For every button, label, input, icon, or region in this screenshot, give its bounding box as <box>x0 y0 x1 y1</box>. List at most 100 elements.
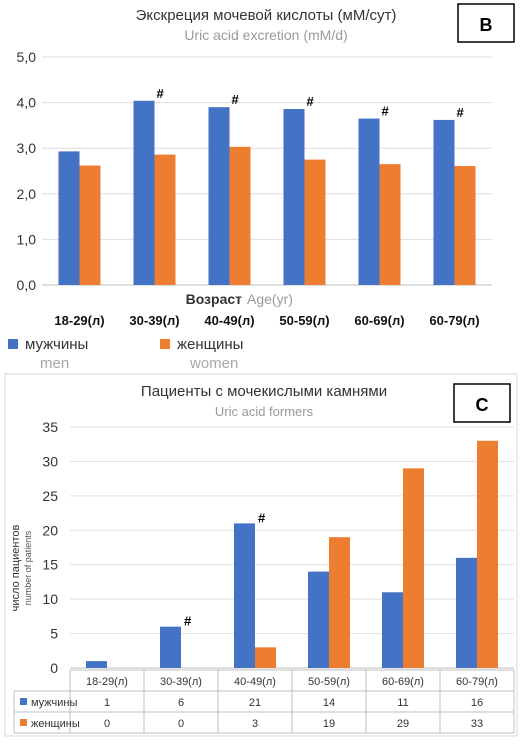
legend-swatch-women <box>160 339 170 349</box>
panel-c-significance-mark: # <box>184 614 192 629</box>
panel-c-gridlines <box>70 426 514 669</box>
legend-label-men-en: men <box>40 355 69 372</box>
panel-c-table-header: 60-79(л) <box>456 676 498 688</box>
panel-b-bar-men <box>208 107 230 285</box>
panel-b-bar-men <box>58 151 80 285</box>
panel-b-significance-mark: # <box>157 86 165 101</box>
panel-c-y-tick-label: 30 <box>42 453 58 469</box>
panel-b-x-tick-label: 50-59(л) <box>279 313 329 328</box>
panel-b-y-tick-label: 4,0 <box>17 95 37 111</box>
panel-c-table-cell: 21 <box>249 697 261 709</box>
panel-c-bar-men <box>160 626 181 668</box>
panel-c-bar-women <box>477 440 498 668</box>
panel-c-bar-women <box>255 647 276 668</box>
panel-b-bar-women <box>154 154 176 285</box>
panel-c-table-cell: 1 <box>104 697 110 709</box>
panel-c-y-tick-label: 35 <box>42 419 58 435</box>
panel-b-x-tick-label: 18-29(л) <box>54 313 104 328</box>
panel-c-table-legend-label: мужчины <box>31 697 77 709</box>
panel-b-y-tick-labels: 0,0 1,0 2,0 3,0 4,0 5,0 <box>17 49 37 293</box>
panel-c-bar-men <box>308 571 329 668</box>
panel-b-bar-women <box>229 146 251 285</box>
panel-c-title: Пациенты с мочекислыми камнями <box>141 383 387 400</box>
panel-c-y-tick-label: 15 <box>42 557 58 573</box>
panel-b-bar-women <box>454 165 476 285</box>
panel-b-bars <box>58 100 476 285</box>
panel-b-significance-marks: # # # # # <box>157 86 465 120</box>
panel-c-y-tick-label: 10 <box>42 591 58 607</box>
panel-b-significance-mark: # <box>382 104 390 119</box>
panel-b-y-tick-label: 3,0 <box>17 140 37 156</box>
panel-c-bar-men <box>234 523 255 668</box>
panel-c-table-header: 18-29(л) <box>86 676 128 688</box>
panel-b-significance-mark: # <box>457 105 465 120</box>
panel-b-letter-box <box>457 3 515 43</box>
panel-c-table-cell: 29 <box>397 718 409 730</box>
panel-c-table-legend-swatch <box>20 719 27 726</box>
panel-c-table-cell: 0 <box>178 718 184 730</box>
panel-b-x-axis-label: Возраст <box>186 291 243 307</box>
panel-c-letter-box <box>453 383 511 423</box>
panel-b-letter: B <box>480 15 493 35</box>
panel-c-y-axis-label: число пациентов <box>10 525 22 612</box>
panel-b-significance-mark: # <box>307 94 315 109</box>
panel-b-y-tick-label: 1,0 <box>17 231 37 247</box>
panel-b-legend: мужчины men женщины women <box>8 336 243 372</box>
panel-c-frame <box>4 373 518 737</box>
panel-c-bars <box>86 440 498 668</box>
panel-c-y-tick-label: 5 <box>50 626 58 642</box>
panel-c-table-cell: 14 <box>323 697 335 709</box>
panel-b-bar-men <box>433 119 455 285</box>
panel-b-x-tick-label: 40-49(л) <box>204 313 254 328</box>
panel-c-table-header: 50-59(л) <box>308 676 350 688</box>
panel-c-table-legend-swatch <box>20 698 27 705</box>
panel-c-data-table: 18-29(л) 30-39(л) 40-49(л) 50-59(л) 60-69(л)… <box>13 669 515 734</box>
panel-b-x-axis-label-en: Age(yr) <box>247 291 293 307</box>
panel-b-x-tick-label: 60-69(л) <box>354 313 404 328</box>
legend-label-men: мужчины <box>25 336 88 353</box>
panel-c: Пациенты с мочекислыми камнями Uric acid… <box>4 373 518 737</box>
panel-c-significance-marks: ## <box>184 510 266 628</box>
panel-c-bar-men <box>382 592 403 668</box>
panel-c-bar-men <box>456 557 477 668</box>
legend-swatch-men <box>8 339 18 349</box>
panel-b-x-tick-labels: 18-29(л) 30-39(л) 40-49(л) 50-59(л) 60-69(л)… <box>54 313 479 328</box>
panel-c-table-cell: 16 <box>471 697 483 709</box>
panel-c-table-cell: 11 <box>397 697 408 709</box>
legend-label-women: женщины <box>177 336 243 353</box>
panel-c-y-axis-label-en: number of patients <box>23 530 33 605</box>
panel-b-x-tick-label: 60-79(л) <box>429 313 479 328</box>
panel-c-y-tick-label: 20 <box>42 522 58 538</box>
panel-b-y-tick-label: 0,0 <box>17 277 37 293</box>
legend-label-women-en: women <box>189 355 238 372</box>
panel-b-bar-women <box>304 159 326 285</box>
panel-c-table-cell: 19 <box>323 718 335 730</box>
panel-c-table-legend-label: женщины <box>31 718 80 730</box>
panel-c-table-cell: 0 <box>104 718 110 730</box>
panel-c-subtitle: Uric acid formers <box>215 404 314 419</box>
panel-c-bar-men <box>86 661 107 668</box>
panel-b-gridlines <box>42 56 492 286</box>
panel-c-table-header: 30-39(л) <box>160 676 202 688</box>
panel-b-bar-women <box>379 164 401 285</box>
panel-c-letter: C <box>476 395 489 415</box>
panel-c-table-header: 40-49(л) <box>234 676 276 688</box>
panel-c-table-cell: 33 <box>471 718 483 730</box>
panel-b-bar-men <box>358 118 380 285</box>
panel-b: Экскреция мочевой кислоты (мМ/сут) Uric … <box>8 3 515 372</box>
panel-c-y-tick-label: 0 <box>50 660 58 676</box>
panel-c-y-tick-labels: 0 5 10 15 20 25 30 35 <box>42 419 58 676</box>
panel-c-significance-mark: # <box>258 510 266 525</box>
panel-b-title: Экскреция мочевой кислоты (мМ/сут) <box>136 7 397 24</box>
panel-b-significance-mark: # <box>232 92 240 107</box>
panel-c-bar-women <box>403 468 424 668</box>
panel-b-y-tick-label: 5,0 <box>17 49 37 65</box>
panel-c-table-header: 60-69(л) <box>382 676 424 688</box>
panel-b-bar-men <box>133 100 155 285</box>
panel-b-bar-women <box>79 165 101 285</box>
panel-b-y-tick-label: 2,0 <box>17 186 37 202</box>
panel-c-bar-women <box>329 537 350 668</box>
panel-c-y-tick-label: 25 <box>42 488 58 504</box>
